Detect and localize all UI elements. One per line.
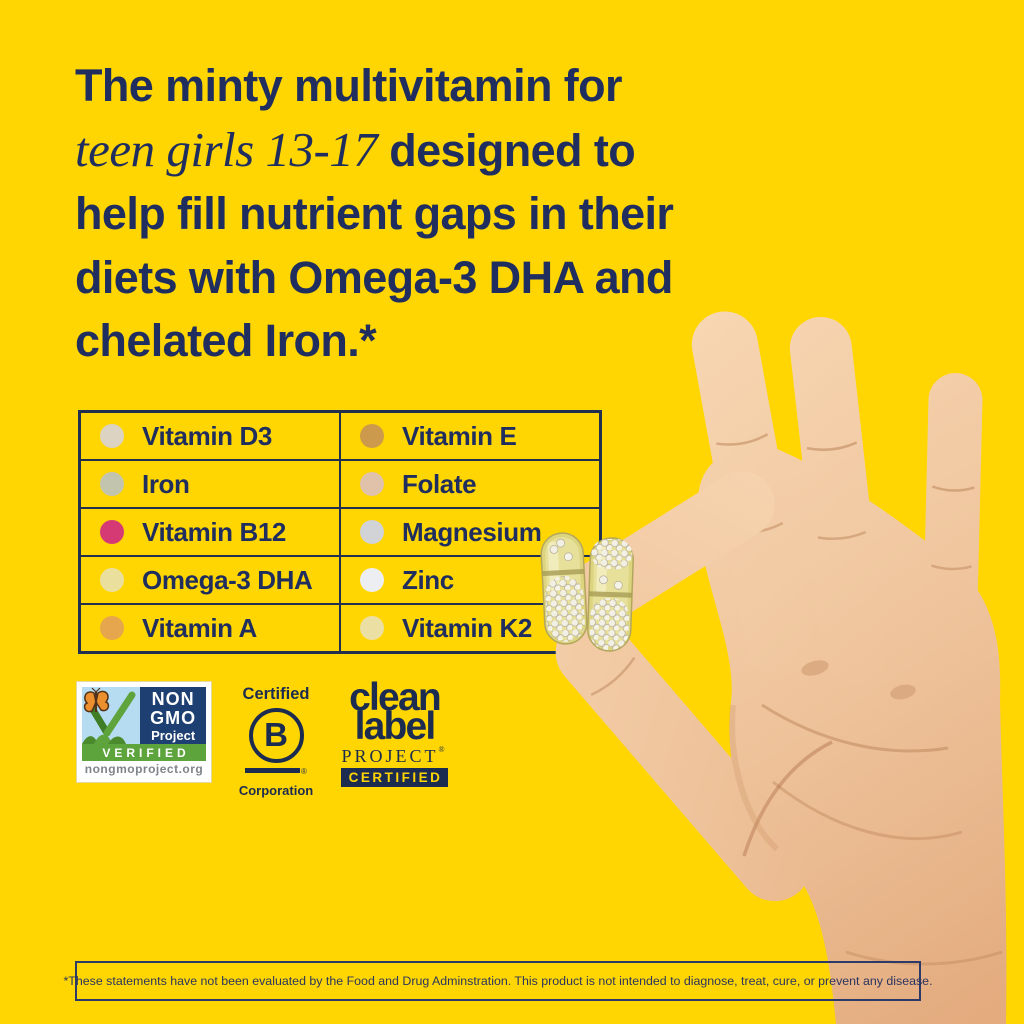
non-gmo-butterfly-art	[82, 687, 141, 744]
b-corp-badge: Certified B ® Corporation	[239, 685, 313, 798]
headline-line2: teen girls 13-17 designed to	[75, 121, 636, 177]
table-cell: Vitamin B12	[80, 508, 340, 556]
headline-line5: chelated Iron.*	[75, 315, 377, 366]
b-corp-corporation-label: Corporation	[238, 783, 314, 798]
table-cell: Folate	[340, 460, 600, 508]
headline-line3: help fill nutrient gaps in their	[75, 188, 674, 239]
clean-label-word-label: label	[354, 705, 437, 748]
nutrient-label: Iron	[142, 468, 190, 499]
clean-label-certified-bar: CERTIFIED	[341, 768, 448, 787]
non-gmo-main: NON GMO Project	[82, 687, 206, 744]
non-gmo-verified-badge: NON GMO Project VERIFIED nongmoproject.o…	[77, 682, 211, 782]
ring-finger	[789, 316, 887, 686]
non-gmo-verified-band: VERIFIED	[82, 744, 206, 761]
clean-label-word-clean: clean	[349, 676, 442, 719]
headline-italic-audience: teen girls 13-17	[75, 121, 378, 177]
nutrient-color-dot	[360, 616, 384, 640]
non-gmo-word-gmo: GMO	[150, 707, 197, 728]
non-gmo-wordmark: NON GMO Project	[140, 687, 206, 744]
clean-label-project-badge: clean label PROJECT ® CERTIFIED	[341, 676, 448, 787]
pinky-finger	[921, 373, 983, 713]
table-cell: Vitamin D3	[80, 412, 340, 460]
b-corp-letter: B	[264, 715, 288, 753]
nutrient-label: Folate	[402, 468, 477, 499]
headline-line1: The minty multivitamin for	[75, 60, 623, 111]
nutrient-color-dot	[100, 424, 124, 448]
b-corp-certified-label: Certified	[242, 685, 310, 703]
nutrient-label: Vitamin B12	[142, 516, 286, 547]
nutrient-color-dot	[360, 520, 384, 544]
nutrient-label: Vitamin E	[402, 420, 517, 451]
fda-disclaimer-text: *These statements have not been evaluate…	[63, 974, 933, 988]
butterfly-checkmark-icon	[82, 687, 136, 744]
nutrient-label: Vitamin A	[142, 612, 257, 643]
headline-line4: diets with Omega-3 DHA and	[75, 251, 673, 303]
table-cell: Vitamin A	[80, 604, 340, 652]
non-gmo-word-non: NON	[151, 688, 195, 709]
registered-mark: ®	[301, 767, 307, 776]
nutrient-label: Magnesium	[402, 516, 542, 547]
nutrient-color-dot	[360, 424, 384, 448]
table-cell: Zinc	[340, 556, 600, 604]
clean-label-word-project: PROJECT ®	[341, 745, 448, 766]
nutrient-label: Zinc	[402, 564, 454, 595]
b-corp-underline: ®	[245, 768, 307, 776]
registered-mark: ®	[438, 745, 448, 754]
table-cell: Vitamin K2	[340, 604, 600, 652]
headline: The minty multivitamin for teen girls 13…	[75, 54, 775, 373]
b-corp-circle: B	[248, 708, 304, 763]
table-cell: Iron	[80, 460, 340, 508]
non-gmo-url: nongmoproject.org	[82, 761, 206, 777]
table-cell: Magnesium	[340, 508, 600, 556]
non-gmo-word-project: Project	[151, 727, 196, 743]
palm	[698, 446, 1007, 1024]
nutrient-color-dot	[100, 616, 124, 640]
nutrient-label: Vitamin K2	[402, 612, 532, 643]
nutrient-label: Vitamin D3	[142, 420, 272, 451]
certification-badges: NON GMO Project VERIFIED nongmoproject.o…	[77, 676, 448, 798]
nutrient-color-dot	[360, 472, 384, 496]
fda-disclaimer-box: *These statements have not been evaluate…	[63, 961, 933, 1001]
nutrient-label: Omega-3 DHA	[142, 564, 313, 595]
nutrient-color-dot	[100, 472, 124, 496]
table-cell: Omega-3 DHA	[80, 556, 340, 604]
nutrient-color-dot	[100, 520, 124, 544]
nutrient-color-dot	[360, 568, 384, 592]
nutrient-table: Vitamin D3 Vitamin E Iron Folate Vitamin…	[78, 410, 602, 654]
table-cell: Vitamin E	[340, 412, 600, 460]
nutrient-color-dot	[100, 568, 124, 592]
